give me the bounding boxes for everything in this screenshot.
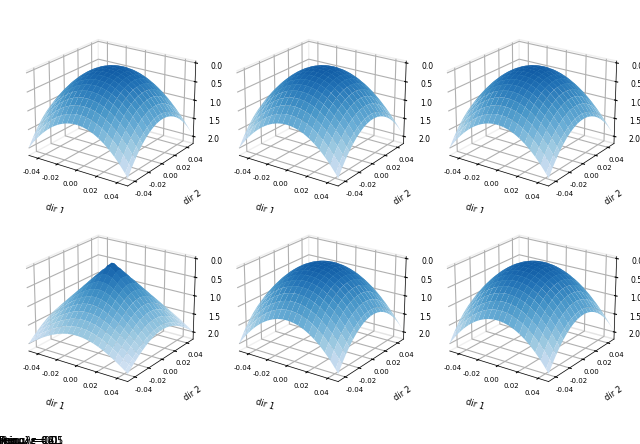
X-axis label: dir 1: dir 1 [465, 202, 486, 216]
Y-axis label: dir 2: dir 2 [182, 385, 203, 402]
Y-axis label: dir 2: dir 2 [603, 385, 624, 402]
Title: (f) Jacobian Reg, $\lambda = 0.1$: (f) Jacobian Reg, $\lambda = 0.1$ [0, 434, 60, 444]
Title: (a) Adv Training, $\epsilon = 2$: (a) Adv Training, $\epsilon = 2$ [0, 434, 55, 444]
X-axis label: dir 1: dir 1 [44, 398, 65, 412]
Title: (b) Adv Training, $\epsilon = 4$: (b) Adv Training, $\epsilon = 4$ [0, 434, 55, 444]
Title: (d) Jacobian Reg, $\lambda = 0.01$: (d) Jacobian Reg, $\lambda = 0.01$ [0, 434, 64, 444]
X-axis label: dir 1: dir 1 [465, 398, 486, 412]
Y-axis label: dir 2: dir 2 [603, 189, 624, 207]
Y-axis label: dir 2: dir 2 [392, 189, 413, 207]
X-axis label: dir 1: dir 1 [44, 202, 65, 216]
X-axis label: dir 1: dir 1 [254, 398, 275, 412]
Title: (e) Jacobian Reg, $\lambda = 0.05$: (e) Jacobian Reg, $\lambda = 0.05$ [0, 434, 64, 444]
Y-axis label: dir 2: dir 2 [182, 189, 203, 207]
Y-axis label: dir 2: dir 2 [392, 385, 413, 402]
Title: (c) Adv Training, $\epsilon = 6$: (c) Adv Training, $\epsilon = 6$ [0, 434, 55, 444]
X-axis label: dir 1: dir 1 [254, 202, 275, 216]
